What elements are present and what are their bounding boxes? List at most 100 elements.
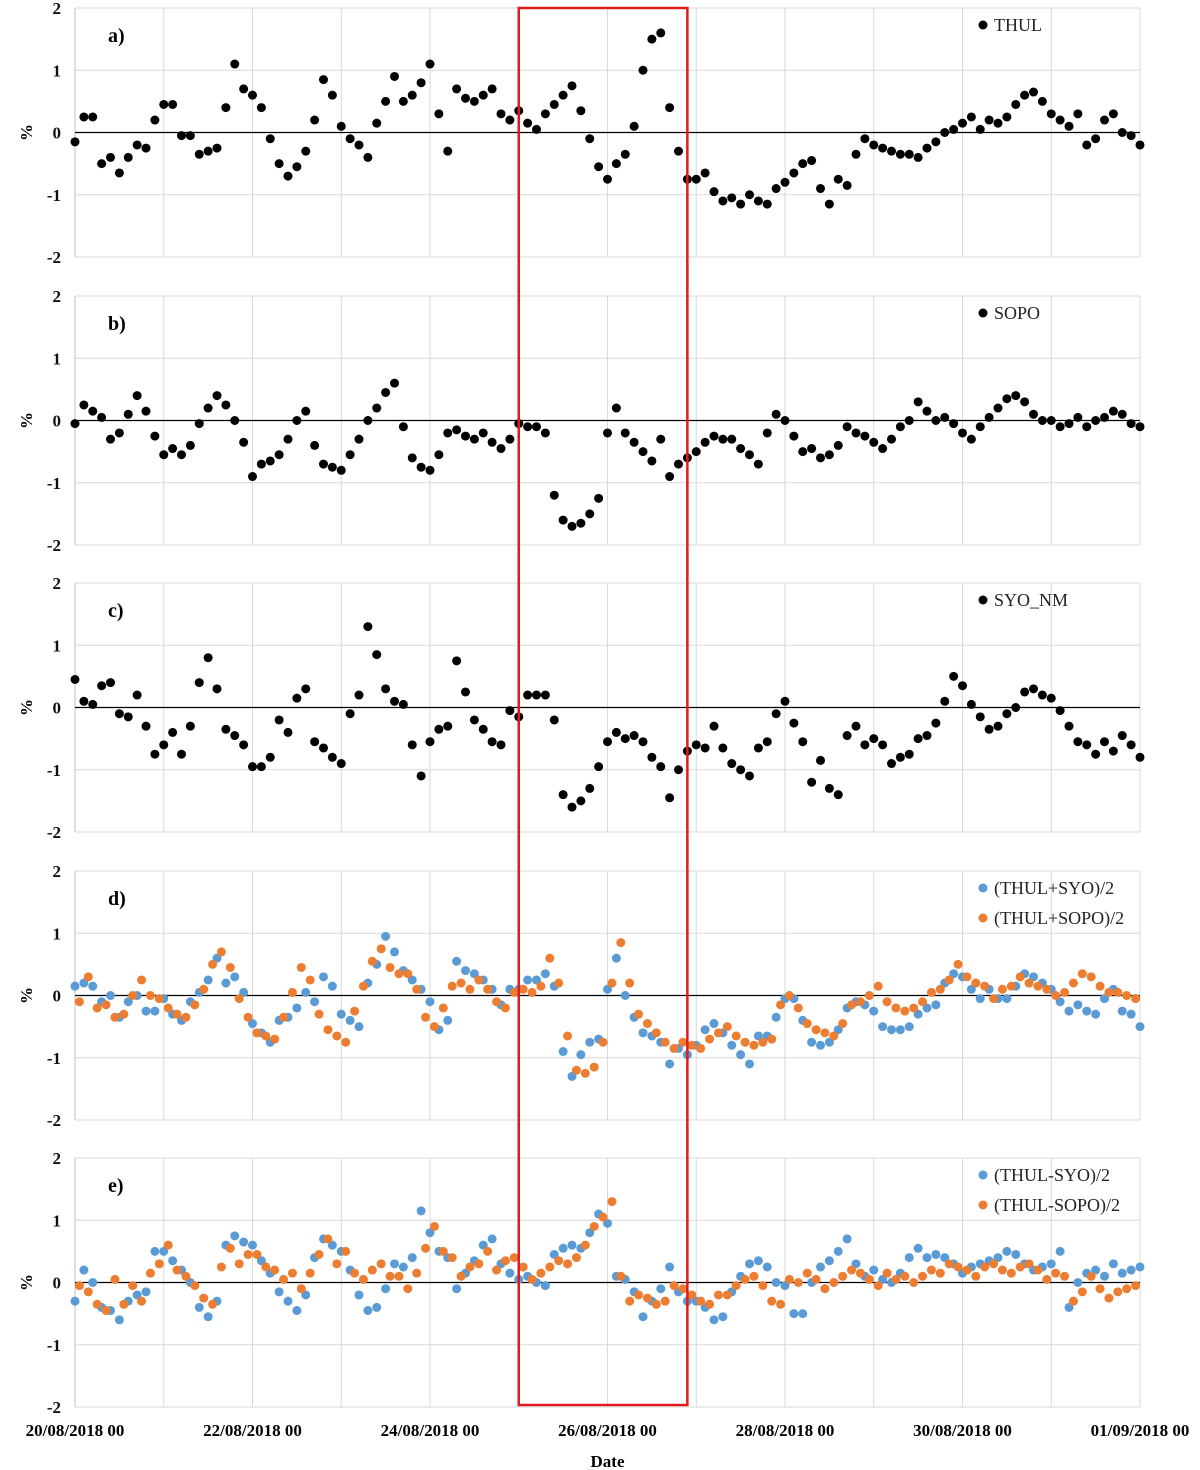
data-point (1100, 1271, 1109, 1281)
data-point (1135, 422, 1145, 432)
data-point (1011, 99, 1021, 109)
data-point (984, 412, 994, 422)
data-point (607, 978, 617, 988)
data-point (753, 1031, 763, 1041)
data-point (1064, 121, 1074, 131)
data-point (128, 991, 138, 1000)
data-point (461, 93, 470, 103)
data-point (895, 1025, 905, 1035)
data-point (944, 975, 954, 985)
data-point (922, 143, 932, 153)
data-point (824, 783, 834, 793)
data-point (532, 422, 541, 432)
y-tick-label: -1 (47, 186, 61, 205)
data-point (518, 1262, 528, 1272)
y-tick-label: 0 (53, 987, 62, 1006)
data-point (527, 987, 537, 997)
data-point (1029, 87, 1038, 97)
data-point (589, 1221, 599, 1231)
data-point (900, 1271, 910, 1281)
data-point (1060, 1271, 1070, 1281)
data-point (629, 437, 639, 447)
data-point (243, 1249, 253, 1259)
data-point (873, 1281, 883, 1291)
data-point (83, 972, 93, 982)
data-point (1011, 391, 1021, 401)
data-point (478, 428, 488, 438)
data-point (407, 740, 417, 750)
data-point (279, 1012, 289, 1022)
data-point (851, 149, 861, 159)
y-tick-label: 0 (53, 699, 62, 718)
data-point (354, 140, 364, 150)
x-tick-label: 22/08/2018 00 (203, 1421, 302, 1440)
y-tick-label: 1 (53, 1211, 62, 1230)
data-point (962, 972, 972, 982)
data-point (869, 437, 879, 447)
data-point (878, 444, 888, 454)
data-point (194, 1302, 204, 1312)
chart-panels: 2 1 0 -1 -2% a) THUL 2 1 0 -1 -2% b) SOPO 2 1 0 -1 -2% c) SY… (17, 0, 1145, 1417)
data-point (966, 112, 976, 122)
data-point (92, 1299, 102, 1309)
data-point (407, 453, 417, 463)
data-point (212, 143, 222, 153)
data-point (904, 416, 914, 425)
data-point (913, 1243, 923, 1253)
data-point (1033, 1265, 1043, 1275)
data-point (847, 1000, 857, 1010)
data-point (549, 1249, 559, 1259)
data-point (97, 159, 107, 169)
data-point (567, 1071, 577, 1081)
data-point (256, 1256, 266, 1266)
data-point (1126, 131, 1136, 141)
data-point (958, 681, 967, 691)
data-point (292, 693, 302, 703)
data-point (478, 724, 488, 734)
data-point (137, 975, 147, 985)
data-point (598, 1037, 608, 1047)
data-point (949, 969, 959, 979)
data-point (145, 991, 155, 1000)
data-point (895, 752, 905, 762)
data-point (172, 1265, 182, 1275)
data-point (279, 1274, 289, 1284)
data-point (323, 1025, 333, 1035)
data-point (758, 1281, 768, 1291)
y-axis-label: % (17, 987, 36, 1004)
data-point (523, 422, 533, 432)
data-point (749, 1271, 759, 1281)
data-point (381, 684, 391, 694)
data-point (758, 1037, 768, 1047)
data-point (904, 749, 914, 759)
data-point (634, 1290, 644, 1300)
data-point (678, 1037, 688, 1047)
data-point (296, 962, 306, 972)
data-point (1082, 422, 1092, 432)
data-point (691, 447, 701, 457)
data-point (833, 174, 843, 184)
y-tick-label: -1 (47, 761, 61, 780)
data-point (789, 1309, 799, 1319)
data-point (718, 743, 728, 753)
data-point (824, 1256, 834, 1266)
data-point (185, 131, 195, 141)
data-point (376, 1259, 386, 1269)
data-point (824, 450, 834, 460)
data-point (975, 712, 985, 722)
data-point (523, 690, 533, 700)
data-point (1015, 972, 1025, 982)
data-point (327, 981, 337, 991)
data-point (540, 109, 550, 119)
data-point (611, 953, 621, 963)
data-point (407, 975, 417, 985)
y-tick-label: -2 (47, 1398, 61, 1417)
data-point (216, 1262, 226, 1272)
data-point (771, 709, 781, 719)
data-point (119, 1299, 129, 1309)
data-point (154, 1259, 164, 1269)
data-point (878, 1022, 888, 1032)
data-point (603, 428, 612, 438)
data-point (558, 790, 568, 800)
data-point (696, 1296, 706, 1306)
